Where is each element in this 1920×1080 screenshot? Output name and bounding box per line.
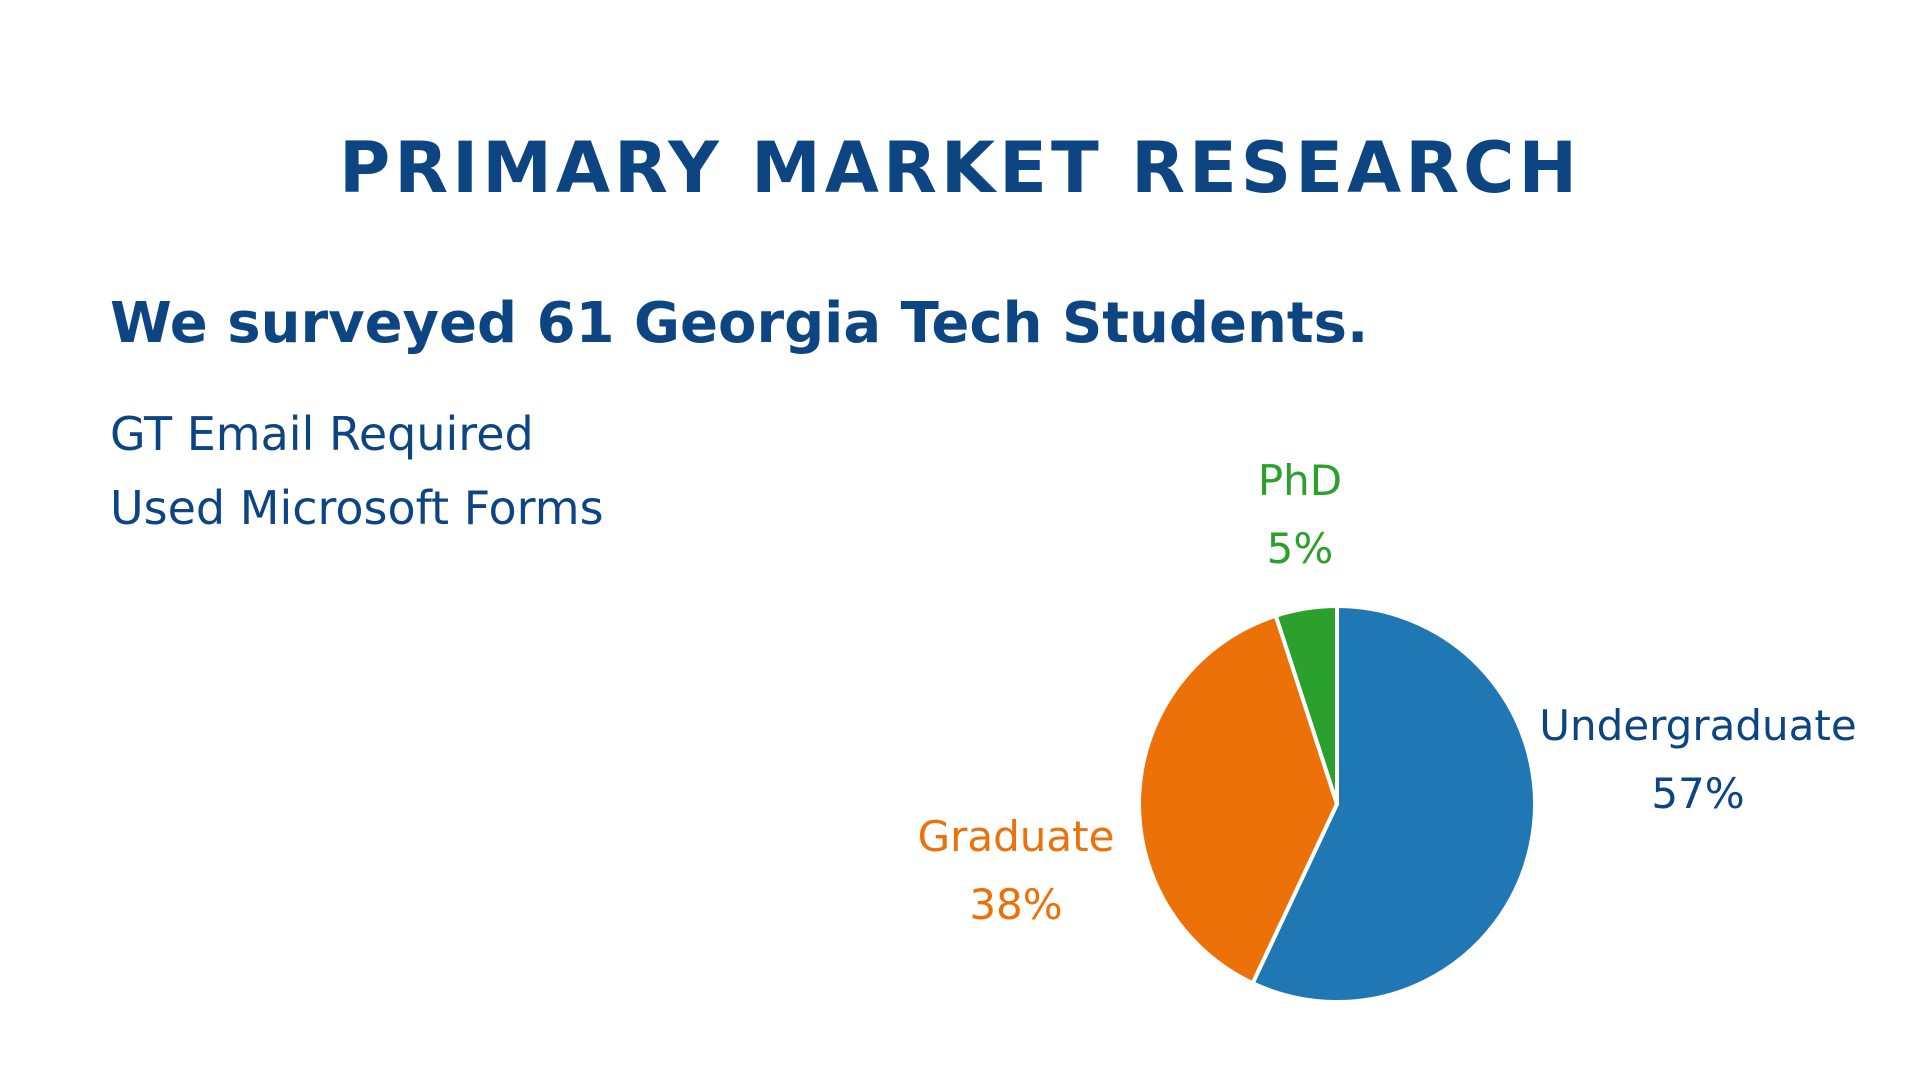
slice-label: Graduate bbox=[918, 812, 1115, 861]
note: Used Microsoft Forms bbox=[110, 481, 604, 535]
pie-slice bbox=[1273, 603, 1339, 805]
slice-label: PhD bbox=[1258, 456, 1342, 505]
note: GT Email Required bbox=[110, 407, 534, 461]
pie-slice bbox=[1137, 613, 1340, 986]
slice-value: 57% bbox=[1651, 769, 1744, 818]
slice-value: 5% bbox=[1267, 524, 1334, 573]
pie-slice bbox=[1250, 603, 1537, 1004]
slice-label: Undergraduate bbox=[1539, 701, 1856, 750]
slice-value: 38% bbox=[969, 880, 1062, 929]
title: PRIMARY MARKET RESEARCH bbox=[339, 127, 1581, 209]
subtitle: We surveyed 61 Georgia Tech Students. bbox=[110, 291, 1368, 356]
